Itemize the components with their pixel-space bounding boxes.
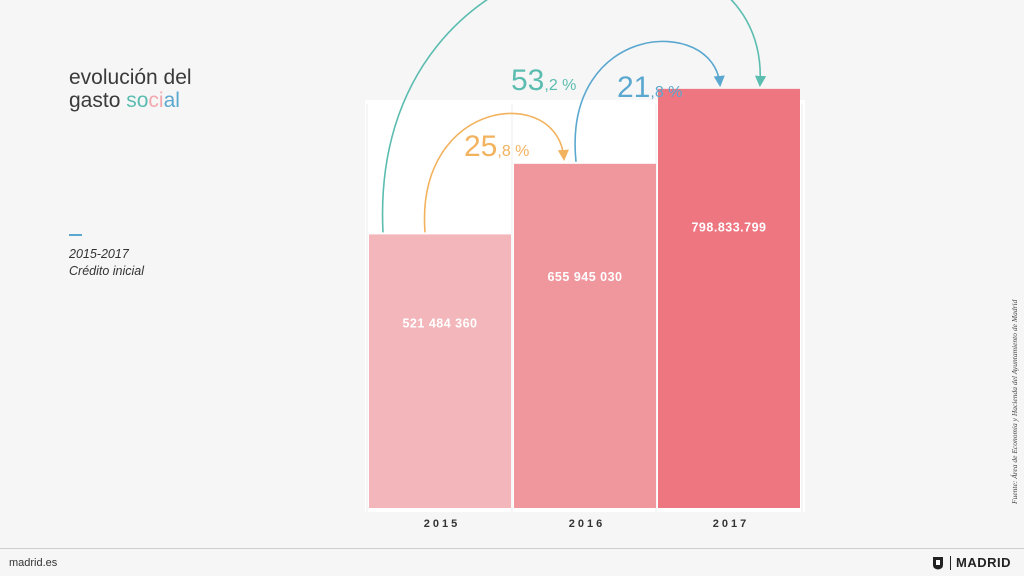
title-syllable-so: so [126, 89, 149, 112]
bar-2015 [369, 234, 511, 508]
x-tick-2016: 2016 [569, 518, 605, 530]
value-label-2016: 655 945 030 [547, 270, 622, 284]
chart-title: evolución del gasto social [69, 66, 192, 112]
accent-dash [69, 234, 82, 236]
x-tick-2015: 2015 [424, 518, 460, 530]
subtitle-period: 2015-2017 [69, 247, 129, 261]
footer-divider [0, 548, 1024, 549]
title-syllable-ci: ci [148, 89, 164, 112]
value-label-2015: 521 484 360 [402, 316, 477, 330]
bar-2016 [514, 163, 656, 508]
brand-separator [950, 555, 951, 570]
footer-site-link[interactable]: madrid.es [9, 557, 58, 569]
subtitle: 2015-2017 Crédito inicial [69, 246, 144, 280]
bar-chart: 521 484 360 2015 655 945 030 2016 798.833.79… [366, 0, 803, 530]
footer-brand: MADRID [932, 555, 1011, 570]
growth-label-2015-2017: 53,2 % [511, 64, 576, 97]
x-tick-2017: 2017 [713, 518, 749, 530]
subtitle-label: Crédito inicial [69, 264, 145, 278]
growth-label-2016-2017: 21,8 % [617, 71, 682, 104]
title-line-1: evolución del [69, 66, 192, 89]
title-syllable-al: al [163, 89, 180, 112]
growth-arrow-2016-2017 [574, 40, 725, 162]
bar-2017 [658, 88, 800, 509]
madrid-seal-icon [933, 556, 943, 569]
growth-label-2015-2016: 25,8 % [464, 130, 529, 163]
title-line-2: gasto social [69, 89, 192, 112]
value-label-2017: 798.833.799 [691, 220, 766, 234]
title-word-gasto: gasto [69, 89, 127, 112]
growth-arrow-2015-2017 [381, 0, 767, 233]
source-note: Fuente: Área de Economía y Hacienda del … [1010, 299, 1019, 504]
growth-arrow-2015-2016 [423, 112, 569, 233]
brand-name: MADRID [956, 555, 1011, 570]
